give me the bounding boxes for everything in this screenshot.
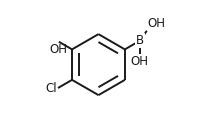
Text: OH: OH: [50, 43, 68, 56]
Text: Cl: Cl: [46, 81, 57, 95]
Text: B: B: [136, 34, 144, 47]
Text: OH: OH: [147, 17, 165, 30]
Text: OH: OH: [131, 55, 149, 68]
